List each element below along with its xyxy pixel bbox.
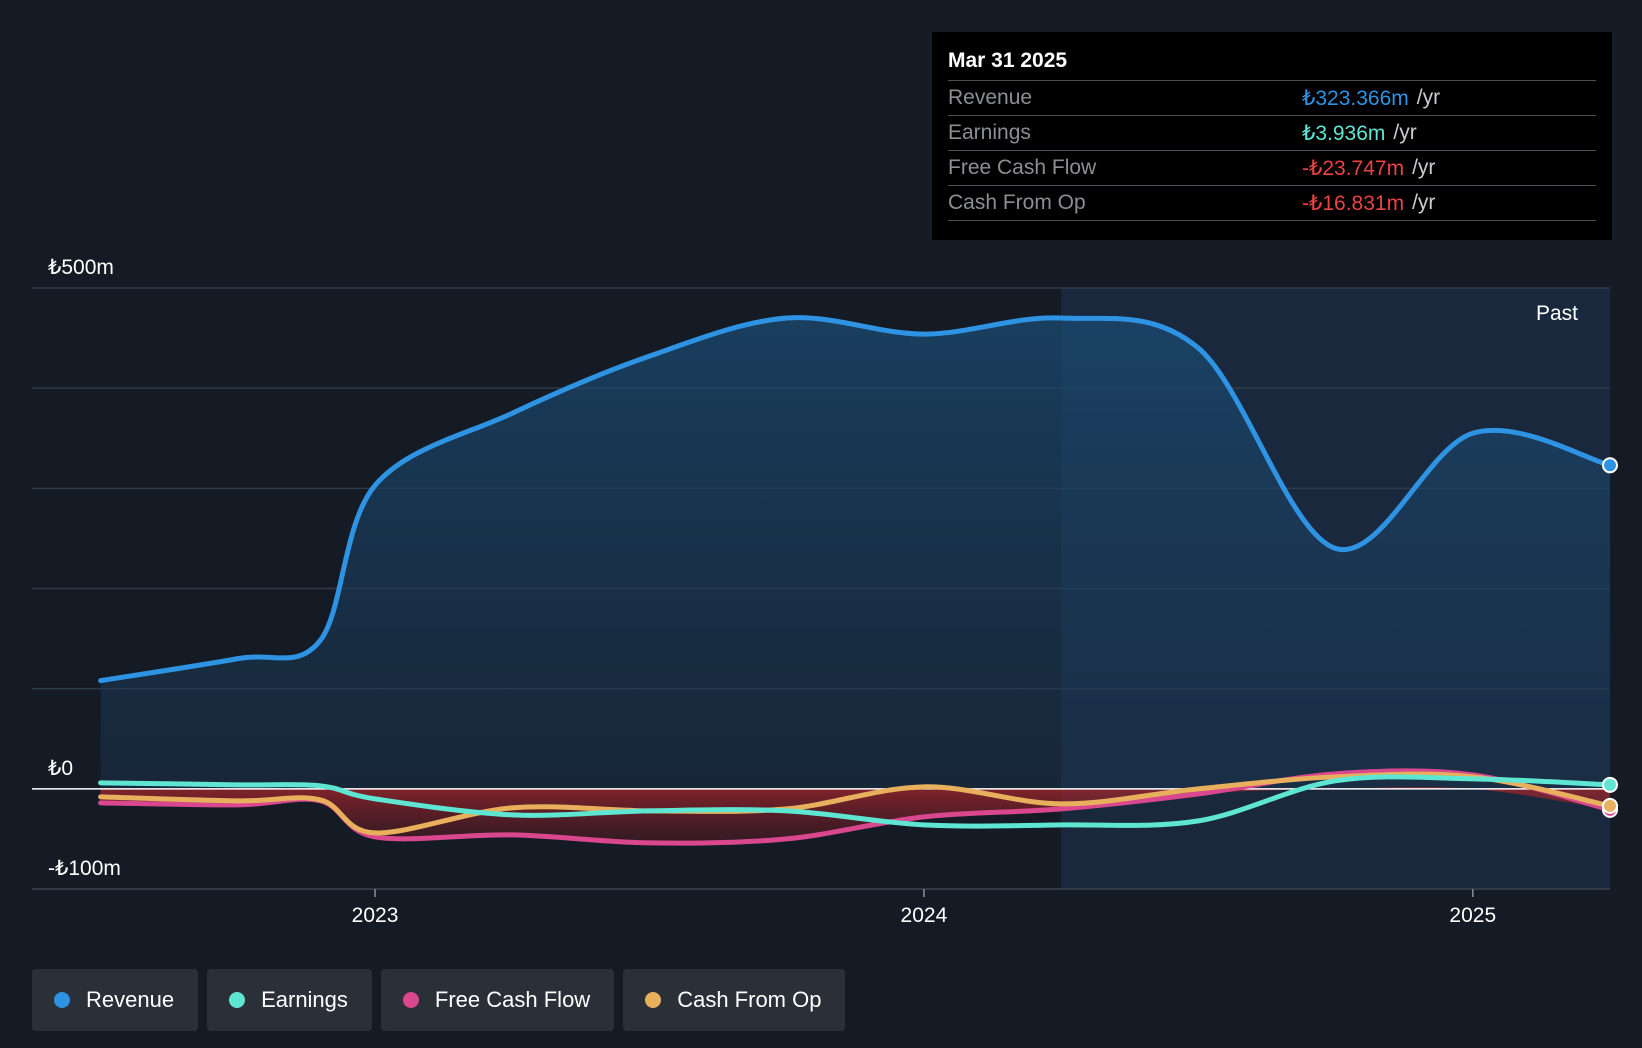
y-tick-label: -₺100m	[48, 857, 121, 880]
x-tick-label: 2024	[901, 904, 948, 927]
series-end-marker	[1602, 457, 1618, 474]
legend-item-revenue[interactable]: Revenue	[32, 969, 199, 1031]
tooltip-rows: Revenue ₺323.366m /yr Earnings ₺3.936m /…	[948, 80, 1596, 221]
line-layer	[98, 315, 1613, 846]
legend-label: Cash From Op	[677, 987, 822, 1012]
marker-layer	[1602, 457, 1618, 818]
series-line-earnings	[98, 774, 1613, 829]
legend-item-free-cash-flow[interactable]: Free Cash Flow	[380, 969, 615, 1031]
tooltip-row-cash-from-op: Cash From Op -₺16.831m /yr	[948, 185, 1596, 221]
past-label: Past	[1536, 302, 1578, 325]
area-layer	[32, 317, 1611, 844]
tooltip-value: ₺3.936m	[1302, 121, 1386, 145]
tooltip-unit: /yr	[1412, 156, 1436, 179]
tooltip-label: Free Cash Flow	[948, 156, 1097, 179]
legend-dot-icon	[54, 992, 70, 1008]
series-end-marker	[1602, 776, 1618, 793]
axis-labels: 2023 2024 2025 ₺500m ₺0 -₺100m	[48, 256, 1496, 927]
tooltip-value: -₺23.747m	[1302, 156, 1405, 180]
tooltip-unit: /yr	[1416, 86, 1441, 109]
legend-dot-icon	[402, 992, 419, 1008]
legend-label: Earnings	[261, 987, 348, 1012]
legend: Revenue Earnings Free Cash Flow Cash Fro…	[32, 969, 846, 1031]
y-tick-label: ₺500m	[48, 256, 114, 279]
x-tick-label: 2023	[352, 904, 399, 927]
legend-item-cash-from-op[interactable]: Cash From Op	[623, 969, 846, 1031]
tooltip-label: Revenue	[948, 86, 1033, 109]
tooltip-value: ₺323.366m	[1302, 86, 1409, 110]
x-tick-label: 2025	[1449, 904, 1496, 927]
negative-cash-area	[100, 787, 1611, 844]
revenue-area	[100, 317, 1611, 789]
tooltip-value: -₺16.831m	[1302, 191, 1405, 215]
legend-dot-icon	[645, 992, 662, 1008]
tooltip-label: Cash From Op	[948, 191, 1086, 214]
tooltip-unit: /yr	[1412, 191, 1436, 214]
tooltip-unit: /yr	[1393, 121, 1417, 144]
tooltip: Mar 31 2025 Revenue ₺323.366m /yr Earnin…	[932, 32, 1612, 240]
legend-label: Revenue	[86, 987, 175, 1012]
tooltip-label: Earnings	[948, 121, 1031, 144]
tooltip-row-revenue: Revenue ₺323.366m /yr	[948, 80, 1596, 115]
y-tick-label: ₺0	[48, 757, 73, 780]
series-line-cash-from-op	[98, 771, 1613, 836]
series-line-revenue	[98, 315, 1613, 684]
tooltip-row-earnings: Earnings ₺3.936m /yr	[948, 115, 1596, 150]
legend-dot-icon	[229, 992, 246, 1008]
tooltip-row-free-cash-flow: Free Cash Flow -₺23.747m /yr	[948, 150, 1596, 185]
tooltip-date: Mar 31 2025	[948, 49, 1068, 72]
legend-item-earnings[interactable]: Earnings	[207, 969, 372, 1031]
series-end-marker	[1602, 797, 1618, 814]
legend-label: Free Cash Flow	[434, 987, 591, 1012]
